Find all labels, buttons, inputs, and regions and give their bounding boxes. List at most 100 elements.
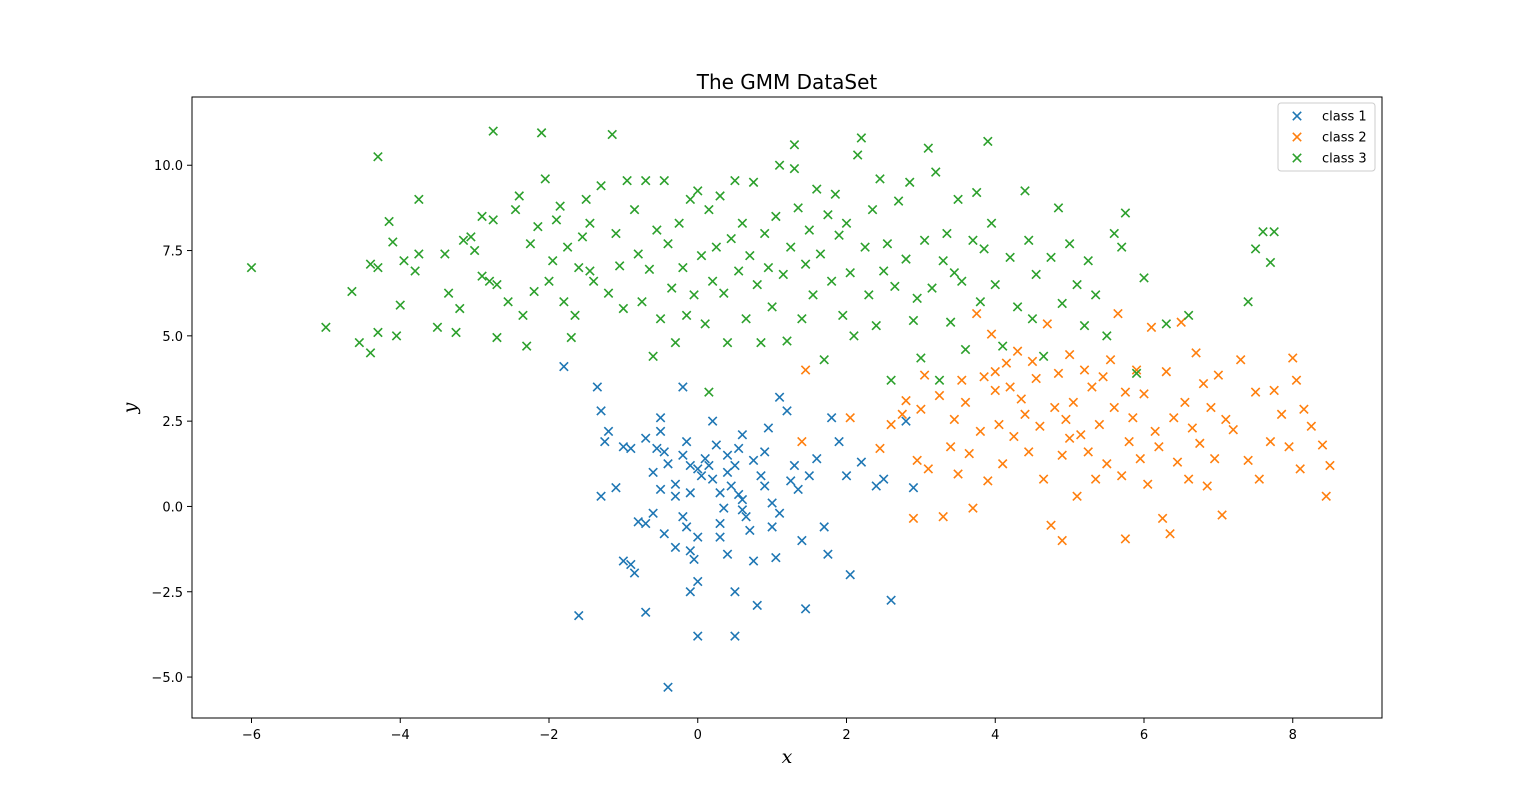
data-point (841, 470, 852, 481)
data-point (600, 436, 610, 447)
data-point (640, 175, 651, 186)
data-point (414, 249, 424, 259)
data-point (581, 194, 591, 205)
data-point (704, 387, 714, 397)
data-point (652, 225, 662, 235)
data-point (503, 296, 513, 307)
data-point (1094, 419, 1105, 430)
data-point (529, 286, 539, 297)
data-point (923, 143, 934, 153)
data-point (830, 189, 841, 200)
data-point (692, 631, 703, 641)
data-point (912, 455, 922, 466)
data-point (373, 327, 383, 338)
legend-marker (1292, 153, 1302, 163)
data-point (559, 296, 569, 307)
data-point (678, 511, 688, 522)
data-point (443, 288, 454, 298)
data-point (1090, 474, 1101, 484)
y-tick-label: 10.0 (154, 159, 183, 174)
data-point (845, 267, 855, 278)
data-point (957, 375, 967, 385)
data-point (414, 194, 424, 205)
data-point (711, 440, 722, 450)
legend-label: class 2 (1322, 131, 1367, 146)
legend-box (1277, 102, 1376, 172)
data-point (1012, 346, 1023, 356)
data-point (975, 296, 986, 307)
data-point (771, 552, 781, 563)
data-point (1228, 424, 1239, 435)
data-point (875, 443, 885, 454)
data-point (603, 288, 614, 298)
data-point (1116, 242, 1127, 252)
data-point (722, 337, 733, 348)
data-point (1217, 510, 1227, 520)
data-point (1139, 273, 1149, 283)
data-point (1049, 402, 1060, 413)
data-point (354, 337, 365, 348)
data-point (811, 453, 822, 464)
data-point (1120, 208, 1131, 218)
data-point (838, 310, 848, 321)
data-point (663, 682, 673, 693)
data-point (410, 266, 420, 276)
data-point (514, 191, 525, 201)
data-point (454, 303, 465, 314)
x-axis-title: x (782, 746, 793, 768)
data-point (908, 513, 919, 524)
data-point (1027, 356, 1038, 367)
data-point (871, 320, 882, 331)
series-class-3 (246, 126, 1279, 397)
data-point (1198, 378, 1209, 389)
data-point (596, 180, 606, 191)
data-point (373, 151, 383, 162)
data-point (555, 201, 565, 211)
data-point (458, 235, 469, 246)
data-point (592, 382, 603, 392)
data-point (800, 365, 811, 375)
data-point (990, 279, 1001, 290)
data-point (659, 175, 670, 186)
plot-area-frame (191, 96, 1383, 719)
data-point (588, 276, 599, 287)
data-point (1161, 319, 1172, 329)
data-point (852, 150, 863, 160)
data-point (640, 433, 651, 443)
data-point (908, 315, 919, 326)
data-point (573, 610, 584, 621)
data-point (440, 249, 450, 259)
data-point (841, 218, 852, 229)
y-axis-title: y (119, 402, 141, 414)
data-point (670, 337, 681, 348)
data-point (1172, 457, 1183, 467)
data-point (983, 136, 993, 147)
data-point (681, 310, 692, 321)
data-point (365, 348, 376, 358)
data-point (767, 498, 777, 508)
data-point (819, 522, 829, 532)
data-point (365, 259, 376, 269)
data-point (1276, 409, 1287, 420)
data-point (1027, 314, 1038, 324)
data-point (960, 344, 971, 355)
data-point (893, 196, 904, 206)
data-point (678, 382, 688, 392)
data-point (1235, 354, 1246, 365)
data-point (886, 375, 896, 385)
data-point (819, 354, 829, 365)
data-point (800, 259, 811, 269)
data-point (596, 491, 606, 501)
data-point (1135, 453, 1146, 464)
y-tick-label: 0.0 (162, 500, 183, 515)
data-point (536, 128, 547, 138)
data-point (856, 133, 867, 143)
data-point (767, 302, 777, 312)
data-point (1105, 354, 1116, 365)
data-point (957, 276, 967, 287)
data-point (756, 337, 766, 348)
data-point (1035, 421, 1045, 432)
data-point (492, 279, 502, 290)
data-point (737, 494, 748, 505)
data-point (741, 511, 751, 522)
